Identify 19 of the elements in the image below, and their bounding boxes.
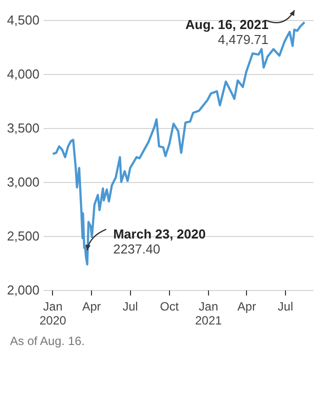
x-tick-label: Jan 2020 xyxy=(40,300,67,328)
x-tick-label: Apr xyxy=(82,300,101,314)
x-tick-label: Jan 2021 xyxy=(195,300,222,328)
y-tick-label: 3,500 xyxy=(6,120,40,136)
x-tick-label: Jul xyxy=(278,300,294,314)
x-tick-label: Apr xyxy=(237,300,256,314)
annotation: 2237.40 xyxy=(113,241,160,256)
annotation: March 23, 2020 xyxy=(113,226,206,242)
annotation: Aug. 16, 2021 xyxy=(185,17,268,32)
text: As of Aug. 16. xyxy=(10,334,86,348)
y-tick-label: 3,000 xyxy=(6,174,40,190)
x-tick-label: Jul xyxy=(122,300,138,314)
y-tick-label: 2,000 xyxy=(6,282,40,298)
y-tick-label: 4,000 xyxy=(6,66,40,82)
line-series xyxy=(52,21,306,266)
y-tick-label: 4,500 xyxy=(6,12,40,28)
x-tick-label: Oct xyxy=(160,300,180,314)
y-tick-label: 2,500 xyxy=(6,228,40,244)
annotation: 4,479.71 xyxy=(218,32,268,48)
